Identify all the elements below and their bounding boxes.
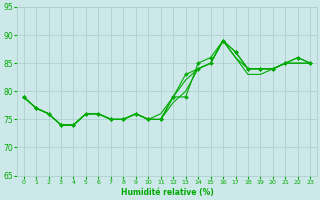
X-axis label: Humidité relative (%): Humidité relative (%)	[121, 188, 213, 197]
